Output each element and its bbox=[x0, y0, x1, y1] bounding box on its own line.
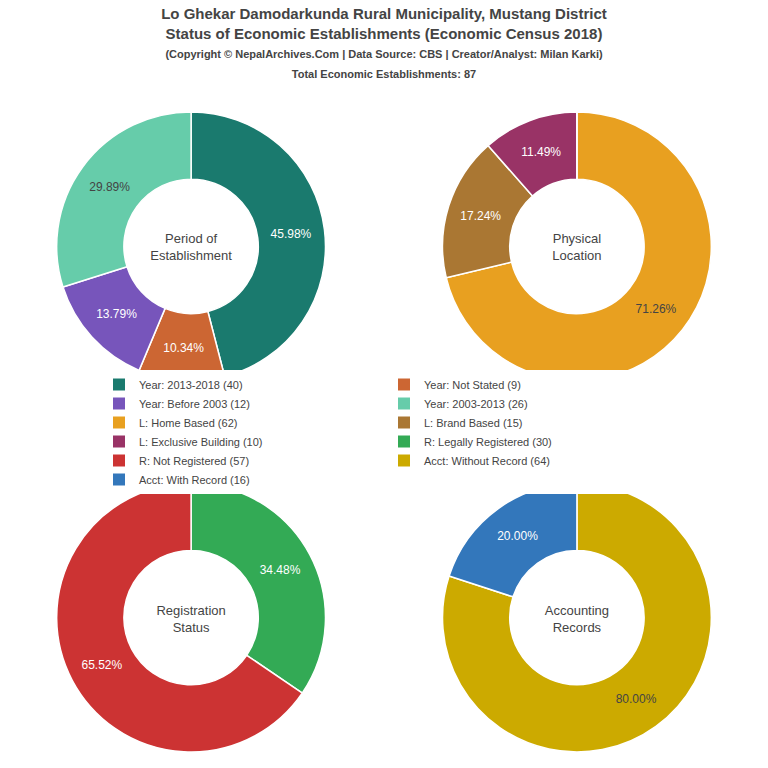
svg-text:45.98%: 45.98% bbox=[271, 227, 312, 241]
svg-text:RegistrationStatus: RegistrationStatus bbox=[156, 603, 225, 635]
svg-text:11.49%: 11.49% bbox=[521, 145, 561, 159]
svg-text:10.34%: 10.34% bbox=[163, 341, 204, 355]
svg-text:Acct: With Record (16): Acct: With Record (16) bbox=[139, 474, 250, 486]
svg-text:34.48%: 34.48% bbox=[260, 563, 301, 577]
svg-text:Year: Before 2003 (12): Year: Before 2003 (12) bbox=[139, 398, 250, 410]
svg-text:Year: 2003-2013 (26): Year: 2003-2013 (26) bbox=[424, 398, 528, 410]
svg-text:R: Legally Registered (30): R: Legally Registered (30) bbox=[424, 436, 552, 448]
svg-text:65.52%: 65.52% bbox=[82, 658, 123, 672]
svg-text:Lo Ghekar Damodarkunda Rural M: Lo Ghekar Damodarkunda Rural Municipalit… bbox=[161, 5, 607, 80]
svg-text:Year: Not Stated (9): Year: Not Stated (9) bbox=[424, 379, 521, 391]
svg-text:Period ofEstablishment: Period ofEstablishment bbox=[150, 231, 232, 263]
svg-text:13.79%: 13.79% bbox=[96, 307, 137, 321]
svg-text:17.24%: 17.24% bbox=[460, 209, 501, 223]
svg-text:L: Brand Based (15): L: Brand Based (15) bbox=[424, 417, 522, 429]
svg-text:AccountingRecords: AccountingRecords bbox=[545, 603, 609, 635]
svg-text:71.26%: 71.26% bbox=[636, 302, 677, 316]
svg-text:L: Exclusive Building (10): L: Exclusive Building (10) bbox=[139, 436, 263, 448]
svg-text:PhysicalLocation: PhysicalLocation bbox=[552, 231, 601, 263]
svg-text:L: Home Based (62): L: Home Based (62) bbox=[139, 417, 237, 429]
svg-text:Year: 2013-2018 (40): Year: 2013-2018 (40) bbox=[139, 379, 243, 391]
svg-text:29.89%: 29.89% bbox=[89, 180, 130, 194]
svg-text:R: Not Registered (57): R: Not Registered (57) bbox=[139, 455, 249, 467]
svg-text:20.00%: 20.00% bbox=[497, 529, 538, 543]
svg-text:80.00%: 80.00% bbox=[616, 692, 657, 706]
svg-text:Acct: Without Record (64): Acct: Without Record (64) bbox=[424, 455, 550, 467]
